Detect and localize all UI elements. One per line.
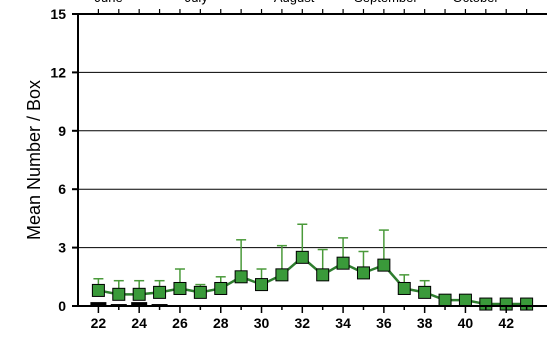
month-label-0: June	[94, 0, 122, 5]
data-point-9	[275, 268, 289, 282]
y-tick-label: 9	[58, 123, 66, 139]
y-tick-label: 15	[50, 6, 66, 22]
data-point-15	[397, 281, 411, 295]
line-series	[98, 255, 527, 306]
y-axis-title: Mean Number / Box	[24, 80, 44, 240]
data-point-2	[132, 287, 146, 301]
x-tick-label: 22	[91, 315, 107, 331]
x-tick-label: 28	[213, 315, 229, 331]
data-point-1	[112, 287, 126, 301]
error-bars	[93, 223, 471, 301]
data-point-11	[316, 268, 330, 282]
data-point-5	[193, 285, 207, 299]
month-label-4: October	[453, 0, 500, 5]
data-point-4	[173, 281, 187, 295]
data-point-13	[356, 266, 370, 280]
data-point-10	[295, 250, 309, 264]
data-points	[91, 250, 534, 311]
x-tick-label: 38	[417, 315, 433, 331]
data-point-3	[153, 285, 167, 299]
data-point-17	[438, 293, 452, 307]
x-tick-label: 36	[376, 315, 392, 331]
data-point-16	[418, 285, 432, 299]
x-tick-label: 42	[498, 315, 514, 331]
y-tick-label: 3	[58, 240, 66, 256]
data-point-12	[336, 256, 350, 270]
series-line	[98, 255, 527, 306]
y-tick-label: 0	[58, 298, 66, 314]
data-point-7	[234, 270, 248, 284]
x-tick-label: 24	[131, 315, 147, 331]
y-tick-label: 6	[58, 181, 66, 197]
x-tick-label: 30	[254, 315, 270, 331]
month-label-2: August	[274, 0, 315, 5]
month-label-1: July	[185, 0, 209, 5]
x-tick-label: 40	[458, 315, 474, 331]
axes	[72, 9, 547, 313]
x-tick-label: 26	[172, 315, 188, 331]
bar-2	[131, 302, 148, 306]
bar-0	[90, 302, 107, 306]
data-point-6	[214, 281, 228, 295]
data-point-18	[458, 293, 472, 307]
x-tick-label: 34	[335, 315, 351, 331]
x-tick-label: 32	[295, 315, 311, 331]
data-point-8	[255, 278, 269, 292]
month-label-3: September	[354, 0, 418, 5]
data-point-21	[520, 297, 534, 311]
grid-lines	[78, 13, 547, 249]
data-point-14	[377, 258, 391, 272]
y-tick-label: 12	[50, 64, 66, 80]
axis-labels: 036912152224262830323436384042JuneJulyAu…	[24, 0, 514, 331]
data-point-0	[91, 283, 105, 297]
data-point-19	[479, 297, 493, 311]
